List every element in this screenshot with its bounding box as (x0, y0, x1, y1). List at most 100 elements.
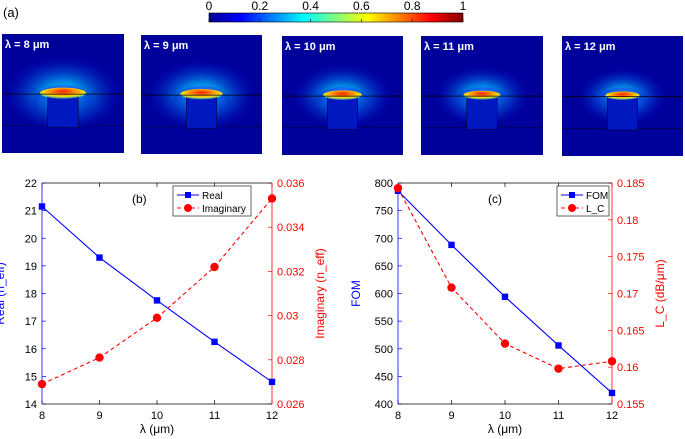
x-tick-label: 9 (448, 410, 454, 422)
x-tick-label: 12 (266, 410, 278, 422)
series-point-1 (447, 283, 456, 292)
y-left-tick-label: 22 (25, 178, 37, 190)
waveguide-ridge (186, 95, 217, 129)
field-hotspot (605, 91, 640, 100)
plot-area (42, 183, 272, 404)
y-right-tick-label: 0.16 (617, 362, 638, 374)
x-axis-label: λ (μm) (140, 422, 174, 436)
series-point-1 (554, 364, 563, 373)
y-right-tick-label: 0.18 (617, 215, 638, 227)
colorbar-tick-label: 0.4 (302, 0, 319, 13)
series-point-0 (211, 338, 218, 346)
x-tick-label: 9 (96, 410, 102, 422)
y-left-tick-label: 20 (25, 233, 37, 245)
colorbar-tick-label: 0 (206, 0, 213, 13)
legend-swatch-marker (185, 192, 191, 198)
legend-label: Real (202, 191, 223, 202)
x-tick-label: 11 (209, 410, 220, 422)
x-tick-label: 10 (499, 410, 511, 422)
series-point-0 (608, 389, 616, 397)
y-left-tick-label: 750 (375, 206, 393, 218)
map-label: λ = 10 μm (285, 41, 336, 53)
y-left-tick-label: 15 (25, 371, 37, 383)
y-right-label: L_C (dB/μm) (653, 259, 667, 327)
panel-label: (c) (488, 192, 502, 206)
y-right-tick-label: 0.185 (617, 178, 645, 190)
x-tick-label: 8 (39, 410, 45, 422)
series-point-1 (393, 183, 403, 193)
y-left-tick-label: 600 (375, 289, 393, 301)
y-left-tick-label: 800 (375, 178, 393, 190)
y-right-tick-label: 0.165 (617, 325, 645, 337)
field-map-3: λ = 10 μm (282, 36, 403, 155)
field-hotspot (39, 87, 87, 99)
y-left-tick-label: 500 (375, 344, 393, 356)
series-point-0 (96, 254, 103, 261)
field-map-1: λ = 8 μm (2, 34, 124, 153)
colorbar-gradient (208, 12, 464, 23)
colorbar-tick-label: 1 (460, 0, 467, 13)
y-right-tick-label: 0.032 (277, 266, 305, 278)
series-point-1 (500, 339, 510, 348)
y-right-tick-label: 0.155 (617, 399, 645, 411)
legend-label: FOM (586, 191, 608, 202)
y-left-label: FOM (349, 280, 363, 307)
series-point-1 (37, 379, 47, 389)
map-label: λ = 9 μm (144, 40, 189, 52)
field-map-2: λ = 9 μm (141, 35, 262, 154)
y-left-tick-label: 17 (25, 316, 37, 328)
map-label: λ = 11 μm (424, 41, 474, 53)
field-map-4: λ = 11 μm (421, 36, 543, 155)
colorbar-tick-label: 0.8 (404, 0, 421, 13)
y-right-tick-label: 0.026 (277, 399, 305, 411)
x-tick-label: 8 (395, 410, 401, 422)
panel-a-label: (a) (3, 5, 19, 20)
y-right-tick-label: 0.034 (277, 222, 305, 234)
map-label: λ = 8 μm (5, 39, 50, 51)
y-right-label: Imaginary (n_eff) (313, 248, 327, 339)
legend: FOM L_C (556, 185, 610, 217)
legend-label: Imaginary (202, 204, 246, 215)
x-axis-label: λ (μm) (488, 422, 522, 436)
series-point-1 (210, 262, 219, 272)
waveguide-ridge (466, 96, 498, 130)
plot-area (398, 183, 612, 404)
series-point-0 (268, 378, 276, 386)
colorbar-tick-label: 0.6 (353, 0, 370, 13)
series-point-1 (607, 357, 617, 366)
y-right-tick-label: 0.17 (617, 289, 638, 301)
series-point-1 (267, 194, 277, 203)
waveguide-ridge (607, 97, 638, 131)
series-point-1 (152, 313, 162, 323)
series-point-0 (501, 293, 509, 301)
colorbar: 0 0.2 0.4 0.6 0.8 1 (206, 0, 467, 23)
waveguide-ridge (327, 96, 358, 130)
legend-swatch-marker (569, 192, 575, 198)
y-left-tick-label: 700 (375, 233, 393, 245)
legend-swatch-marker (184, 204, 192, 212)
y-left-tick-label: 21 (25, 206, 37, 218)
y-left-tick-label: 450 (375, 371, 393, 383)
y-left-label: Real (n_eff) (0, 262, 7, 324)
y-left-tick-label: 16 (25, 344, 37, 356)
field-hotspot (463, 90, 501, 100)
series-point-0 (555, 342, 562, 349)
legend-box (556, 185, 610, 217)
chart-b: 8 9 10 11 12 14 15 16 17 18 19 20 21 22 0.026 0.028 0.03… (0, 178, 327, 436)
y-left-tick-label: 14 (25, 399, 37, 411)
y-left-tick-label: 400 (375, 399, 393, 411)
panel-label: (b) (132, 192, 147, 206)
field-hotspot (180, 88, 223, 100)
legend: Real Imaginary (172, 185, 252, 217)
y-right-tick-label: 0.036 (277, 178, 305, 190)
field-hotspot (322, 90, 363, 100)
colorbar-tick-label: 0.2 (251, 0, 268, 13)
y-left-tick-label: 19 (25, 261, 37, 273)
y-right-tick-label: 0.028 (277, 355, 305, 367)
x-tick-label: 10 (151, 410, 163, 422)
y-left-tick-label: 650 (375, 261, 393, 273)
map-label: λ = 12 μm (565, 41, 616, 53)
chart-c: 8 9 10 11 12 400 450 500 550 600 650 700 750 800 0.155… (349, 178, 667, 436)
x-tick-label: 11 (553, 410, 564, 422)
waveguide-ridge (47, 94, 79, 128)
